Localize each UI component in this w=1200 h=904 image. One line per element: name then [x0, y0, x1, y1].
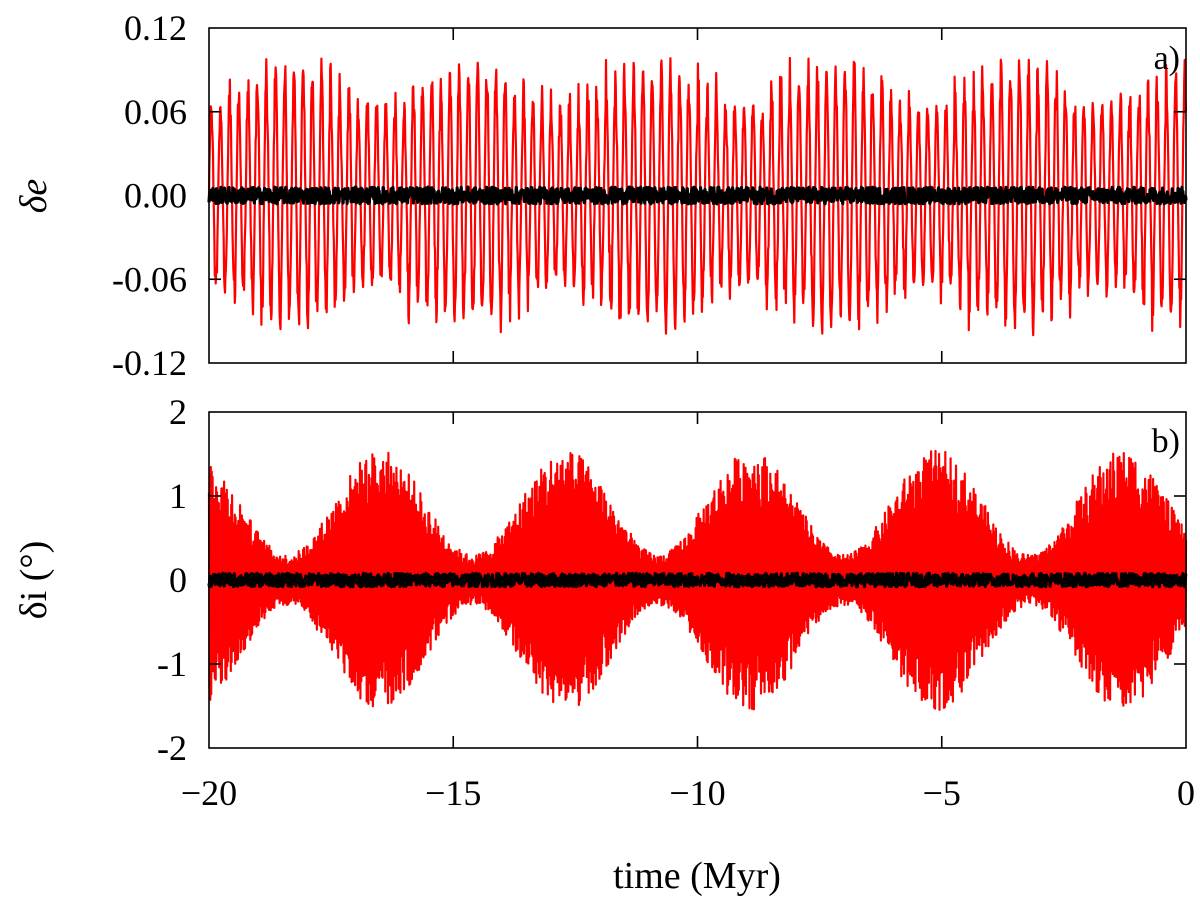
y-tick-label: 2	[169, 392, 187, 432]
x-tick-label: −5	[923, 773, 961, 813]
x-tick-label: −10	[669, 773, 725, 813]
x-axis-label: time (Myr)	[613, 855, 781, 897]
panel-b-label: b)	[1152, 423, 1180, 460]
series-line-red	[207, 56, 1188, 337]
x-tick-label: −20	[181, 773, 237, 813]
x-tick-label: −15	[425, 773, 481, 813]
y-tick-label: 1	[169, 476, 187, 516]
panel-b-y-axis-label: δi (°)	[13, 541, 55, 619]
panel-b-x-tick-labels: −20 −15 −10 −5 0	[181, 773, 1195, 813]
panel-a-label: a)	[1154, 40, 1180, 77]
panel-b-ticks	[209, 412, 1186, 748]
y-tick-label: 0.06	[124, 92, 187, 132]
panel-a-y-tick-labels: -0.12 -0.06 0.00 0.06 0.12	[112, 8, 187, 383]
y-tick-label: -2	[157, 728, 187, 768]
panel-b: -2 -1 0 1 2 −20 −15 −10 −5 0 b) δi (°) time (Myr…	[13, 392, 1195, 897]
y-tick-label: -0.12	[112, 343, 187, 383]
y-tick-label: -0.06	[112, 259, 187, 299]
panel-b-y-tick-labels: -2 -1 0 1 2	[157, 392, 187, 768]
series-line-black	[207, 571, 1188, 589]
panel-a-ticks	[209, 28, 1186, 363]
y-tick-label: -1	[157, 644, 187, 684]
panel-a-series-black	[207, 185, 1188, 206]
x-tick-label: 0	[1177, 773, 1195, 813]
y-tick-label: 0.12	[124, 8, 187, 48]
panel-a-series-red	[207, 56, 1188, 337]
series-line-black	[207, 185, 1188, 206]
panel-a-y-axis-label: δe	[13, 179, 55, 214]
y-tick-label: 0.00	[124, 176, 187, 216]
panel-a: -0.12 -0.06 0.00 0.06 0.12 a) δe	[13, 8, 1188, 383]
y-tick-label: 0	[169, 560, 187, 600]
panel-b-series-black	[207, 571, 1188, 589]
